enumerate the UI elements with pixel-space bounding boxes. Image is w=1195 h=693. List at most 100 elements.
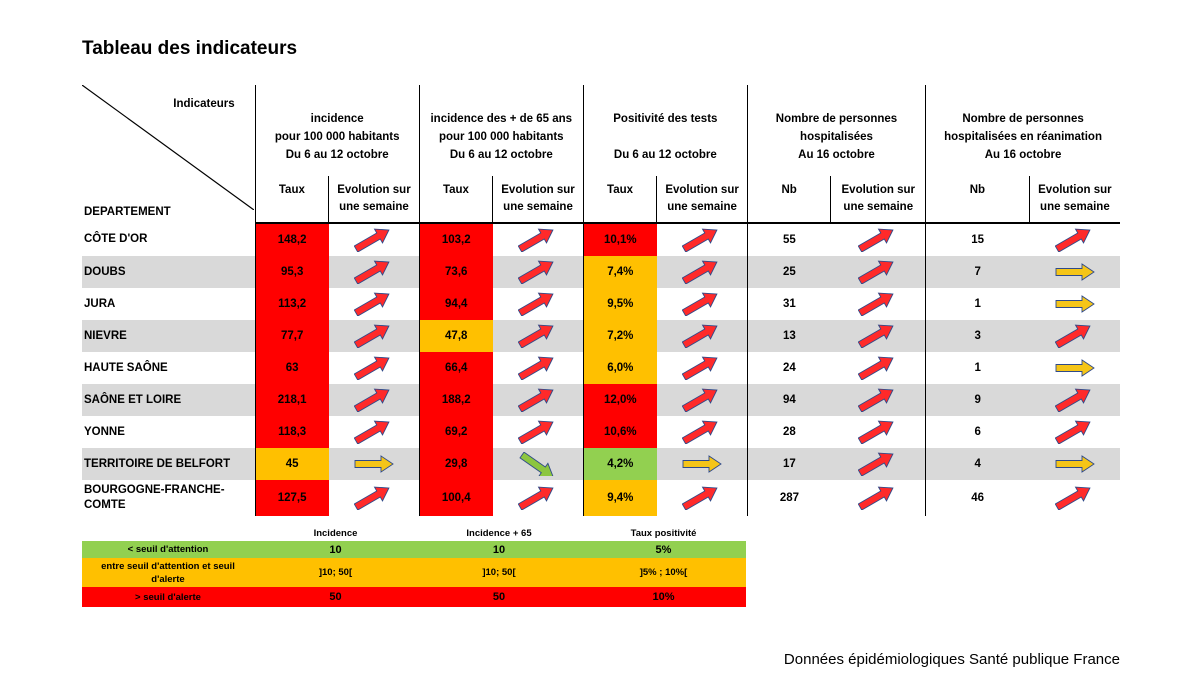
arrow-up-right-icon <box>681 420 718 444</box>
hospitalisees-value: 31 <box>746 288 831 320</box>
evolution-arrow <box>831 223 926 256</box>
reanimation-value: 4 <box>925 448 1030 480</box>
hospitalisees-value: 13 <box>746 320 831 352</box>
evolution-arrow <box>657 288 748 320</box>
legend-value: ]10; 50[ <box>417 558 581 587</box>
evolution-arrow <box>492 384 584 416</box>
subheader-evolution: Evolution sur une semaine <box>1028 176 1120 224</box>
table-row: DOUBS 95,3 73,6 7,4% 25 7 <box>82 256 1120 288</box>
arrow-up-right-icon <box>1054 388 1091 412</box>
arrow-up-right-icon <box>353 486 390 510</box>
reanimation-value: 1 <box>925 288 1030 320</box>
positivite-value: 7,2% <box>582 320 657 352</box>
positivite-value: 7,4% <box>582 256 657 288</box>
reanimation-value: 6 <box>925 416 1030 448</box>
evolution-arrow <box>657 480 748 516</box>
legend-value: 10% <box>581 587 746 607</box>
table-row: TERRITOIRE DE BELFORT 45 29,8 4,2% 17 4 <box>82 448 1120 480</box>
evolution-arrow <box>493 416 584 448</box>
department-name: YONNE <box>84 425 125 438</box>
evolution-arrow <box>328 384 420 416</box>
evolution-arrow <box>328 256 420 288</box>
incidence-value: 95,3 <box>254 256 329 288</box>
department-name: TERRITOIRE DE BELFORT <box>82 448 256 480</box>
evolution-arrow <box>830 384 926 416</box>
arrow-up-right-icon <box>353 356 390 380</box>
arrow-up-right-icon <box>681 388 718 412</box>
positivite-value: 10,1% <box>582 223 657 256</box>
evolution-arrow <box>656 256 748 288</box>
evolution-arrow <box>831 480 926 516</box>
table-row: SAÔNE ET LOIRE 218,1 188,2 12,0% 94 9 <box>82 384 1120 416</box>
legend-label: > seuil d'alerte <box>82 587 254 607</box>
hospitalisees-value: 28 <box>746 416 831 448</box>
group-positivite: Positivité des tests Du 6 au 12 octobre <box>582 85 748 176</box>
evolution-arrow <box>1029 223 1120 256</box>
incidence-65-value: 103,2 <box>418 223 493 256</box>
corner-diagonal <box>82 85 254 210</box>
legend-row-orange: entre seuil d'attention et seuil d'alerte… <box>82 558 746 587</box>
arrow-up-right-icon <box>517 324 554 348</box>
arrow-right-icon <box>354 455 394 473</box>
departement-label: DEPARTEMENT <box>84 206 171 218</box>
arrow-up-right-icon <box>353 228 390 252</box>
reanimation-value: 7 <box>925 256 1030 288</box>
reanimation-value: 3 <box>925 320 1030 352</box>
subheader-taux: Taux <box>582 176 657 224</box>
arrow-up-right-icon <box>353 260 390 284</box>
hospitalisees-value: 55 <box>746 223 831 256</box>
arrow-up-right-icon <box>517 356 554 380</box>
positivite-value: 9,5% <box>582 288 657 320</box>
incidence-value: 127,5 <box>254 480 329 516</box>
reanimation-value: 15 <box>925 223 1030 256</box>
incidence-65-value: 188,2 <box>418 384 493 416</box>
arrow-right-icon <box>682 455 722 473</box>
arrow-up-right-icon <box>858 228 894 252</box>
incidence-value: 218,1 <box>254 384 329 416</box>
arrow-up-right-icon <box>353 292 390 316</box>
subheader-taux: Taux <box>418 176 493 224</box>
arrow-up-right-icon <box>353 388 390 412</box>
arrow-up-right-icon <box>1054 486 1091 510</box>
arrow-up-right-icon <box>1054 228 1091 252</box>
evolution-arrow <box>1029 480 1120 516</box>
evolution-arrow <box>329 352 420 384</box>
hospitalisees-value: 287 <box>746 480 831 516</box>
arrow-up-right-icon <box>681 486 718 510</box>
subheader-taux: Taux <box>254 176 329 224</box>
table-row: NIEVRE 77,7 47,8 7,2% 13 3 <box>82 320 1120 352</box>
positivite-value: 4,2% <box>582 448 657 480</box>
positivite-value: 9,4% <box>582 480 657 516</box>
arrow-up-right-icon <box>517 260 554 284</box>
department-name: BOURGOGNE-FRANCHE- COMTE <box>84 484 225 511</box>
legend-table: Incidence Incidence + 65 Taux positivité… <box>82 525 746 607</box>
subheader-evolution: Evolution sur une semaine <box>328 176 420 224</box>
indicators-table: Indicateurs DEPARTEMENT incidence pour 10… <box>82 85 1120 516</box>
legend-header-positivite: Taux positivité <box>630 527 697 539</box>
arrow-up-right-icon <box>858 292 894 316</box>
evolution-arrow <box>1029 384 1120 416</box>
evolution-arrow <box>329 288 420 320</box>
legend-value: 10 <box>254 541 417 558</box>
group-reanimation: Nombre de personnes hospitalisées en réan… <box>925 85 1120 176</box>
source-note: Données épidémiologiques Santé publique … <box>783 651 1120 668</box>
evolution-arrow <box>831 288 926 320</box>
incidence-value: 118,3 <box>254 416 329 448</box>
arrow-up-right-icon <box>858 356 894 380</box>
header-corner: Indicateurs DEPARTEMENT <box>82 85 255 223</box>
incidence-65-value: 66,4 <box>418 352 493 384</box>
arrow-up-right-icon <box>858 324 894 348</box>
arrow-right-icon <box>1055 455 1095 473</box>
legend-value: ]5% ; 10%[ <box>581 558 746 587</box>
group-hospitalisees: Nombre de personnes hospitalisées Au 16 oc… <box>746 85 926 176</box>
evolution-arrow <box>831 352 926 384</box>
evolution-arrow <box>656 320 748 352</box>
incidence-65-value: 29,8 <box>418 448 493 480</box>
department-name: SAÔNE ET LOIRE <box>82 384 256 416</box>
page-title: Tableau des indicateurs <box>82 38 298 59</box>
department-name: HAUTE SAÔNE <box>84 361 168 374</box>
evolution-arrow <box>831 416 926 448</box>
incidence-value: 113,2 <box>254 288 329 320</box>
evolution-arrow <box>492 320 584 352</box>
evolution-arrow <box>657 223 748 256</box>
